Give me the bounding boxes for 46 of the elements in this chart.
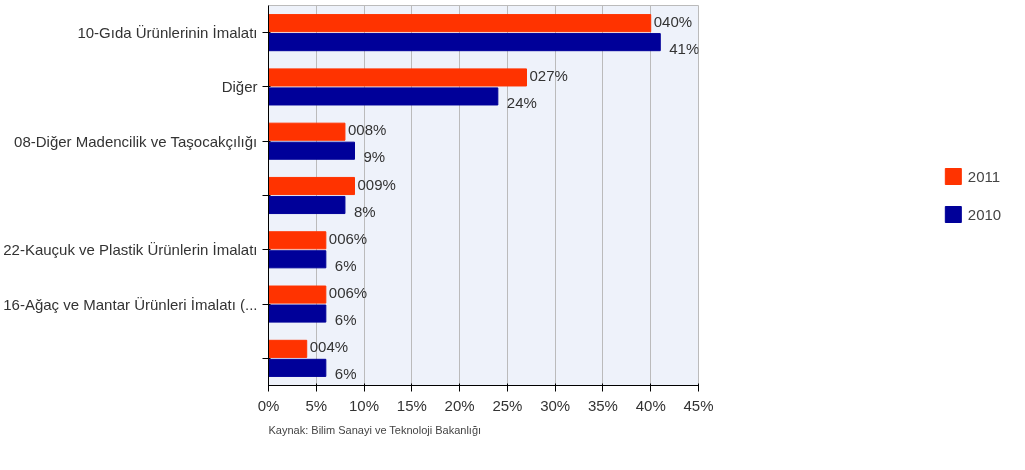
- data-label: 8%: [353, 202, 376, 220]
- bar: [268, 33, 661, 52]
- data-label: 24%: [506, 93, 537, 111]
- bar: [268, 122, 346, 141]
- data-label: 004%: [309, 338, 349, 356]
- y-tick-label: 16-Ağaç ve Mantar Ürünleri İmalatı (...: [3, 295, 258, 313]
- x-tick-label: 15%: [396, 396, 427, 414]
- bar: [268, 14, 652, 33]
- data-label: 006%: [328, 284, 368, 302]
- x-tick-label: 5%: [305, 396, 328, 414]
- bar: [268, 195, 346, 215]
- bar: [268, 68, 527, 87]
- bar: [268, 176, 355, 196]
- x-tick-label: 45%: [683, 396, 714, 414]
- data-label: 6%: [334, 256, 357, 274]
- bar: [268, 231, 327, 250]
- legend-label: 2010: [967, 205, 1002, 223]
- bar: [268, 250, 327, 269]
- bar: [268, 304, 327, 323]
- x-tick-label: 30%: [540, 396, 571, 414]
- y-tick-label: 10-Gıda Ürünlerinin İmalatı: [77, 24, 258, 42]
- legend-label: 2011: [967, 167, 1001, 185]
- data-label: 9%: [363, 148, 386, 166]
- data-label: 006%: [328, 229, 368, 247]
- x-tick-label: 25%: [492, 396, 523, 414]
- bar: [268, 285, 327, 304]
- data-label: 41%: [669, 39, 700, 57]
- y-tick-label: 08-Diğer Madencilik ve Taşocakçılığı: [14, 132, 258, 150]
- y-tick-label: 22-Kauçuk ve Plastik Ürünlerin İmalatı: [3, 241, 258, 259]
- data-label: 6%: [334, 365, 357, 383]
- data-label: 027%: [529, 66, 568, 84]
- bar: [268, 339, 308, 358]
- x-tick-label: 20%: [444, 396, 475, 414]
- x-tick-label: 10%: [349, 396, 380, 414]
- data-label: 008%: [347, 121, 387, 139]
- bar: [268, 358, 327, 377]
- x-tick-label: 0%: [257, 396, 280, 414]
- bar: [268, 141, 355, 160]
- bar: [268, 87, 499, 106]
- data-label: 040%: [653, 12, 693, 30]
- y-tick-label: Diğer: [221, 78, 258, 96]
- data-label: 6%: [334, 311, 357, 329]
- x-tick-label: 40%: [635, 396, 666, 414]
- x-tick-label: 35%: [587, 396, 618, 414]
- data-label: 009%: [357, 175, 396, 193]
- text: Kaynak: Bilim Sanayi ve Teknoloji Bakanlığı: [268, 423, 482, 436]
